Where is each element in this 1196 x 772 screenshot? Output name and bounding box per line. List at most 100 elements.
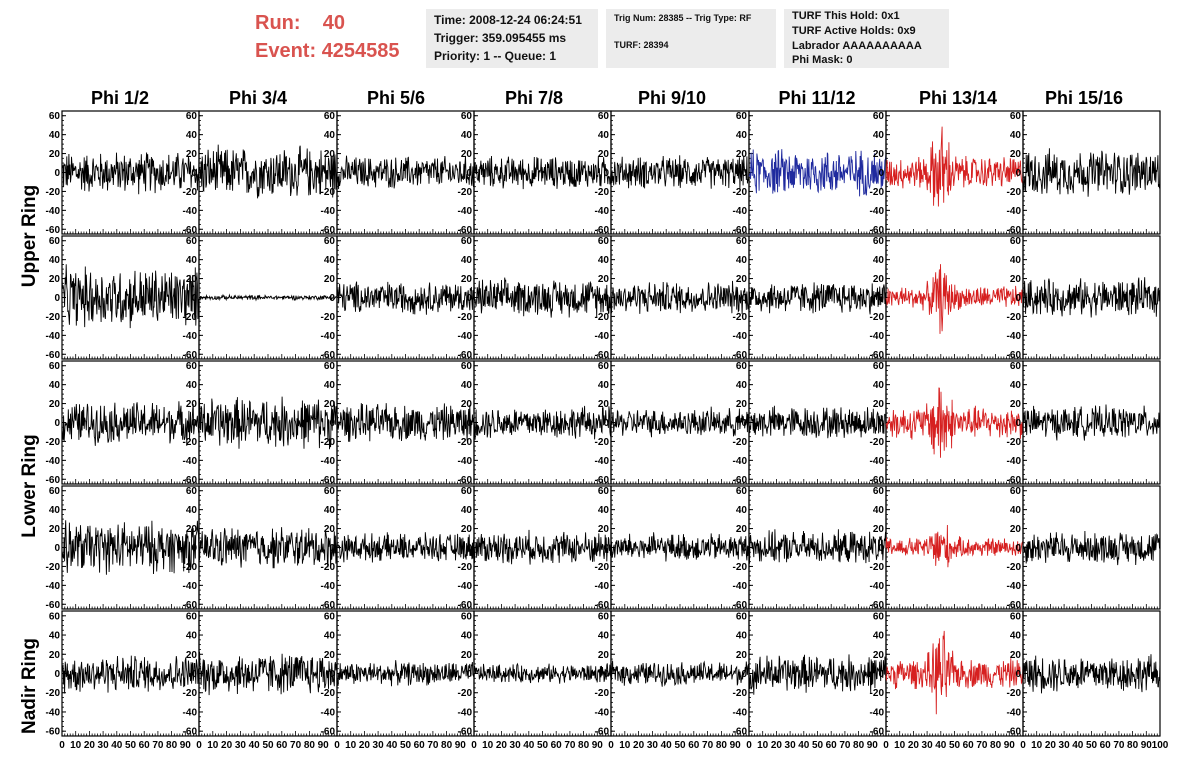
y-tick-label: 40: [598, 505, 610, 516]
waveform-trace: [198, 144, 338, 199]
y-tick-label: 0: [466, 293, 472, 304]
waveform-trace: [61, 520, 200, 575]
y-tick-label: 40: [598, 380, 610, 391]
y-tick-label: -60: [1007, 600, 1022, 611]
y-tick-label: -20: [595, 312, 610, 323]
y-tick-label: -60: [733, 727, 748, 738]
y-tick-label: 60: [736, 361, 748, 372]
y-tick-label: 60: [598, 236, 610, 247]
y-tick-label: 0: [54, 293, 60, 304]
y-tick-label: 20: [49, 274, 61, 285]
y-tick-label: 0: [329, 293, 335, 304]
y-tick-label: -20: [595, 437, 610, 448]
y-tick-label: 0: [878, 168, 884, 179]
phi-header-13-14: Phi 13/14: [918, 88, 998, 108]
waveform-panel-r5-c1: 60 40 20 0 -20 -40 -60: [46, 610, 200, 738]
x-tick-label: 40: [1072, 740, 1084, 751]
waveform-panel-r5-c7: 60 40 20 0 -20 -40 -60: [870, 610, 1024, 738]
y-tick-label: 60: [598, 361, 610, 372]
labrador-text: Labrador AAAAAAAAAA: [792, 40, 922, 52]
y-tick-label: 40: [461, 255, 473, 266]
y-tick-label: 60: [324, 111, 336, 122]
y-tick-label: -40: [870, 206, 885, 217]
waveform-trace: [1022, 277, 1161, 318]
x-tick-label: 70: [427, 740, 439, 751]
waveform-trace: [473, 405, 612, 440]
y-tick-label: 60: [461, 361, 473, 372]
y-tick-label: 20: [736, 149, 748, 160]
y-tick-label: -60: [595, 225, 610, 236]
x-tick-label: 90: [455, 740, 467, 751]
y-tick-label: 20: [186, 399, 198, 410]
y-tick-label: -40: [458, 331, 473, 342]
y-tick-label: -40: [870, 707, 885, 718]
x-tick-label: 40: [798, 740, 810, 751]
y-tick-label: -60: [733, 600, 748, 611]
y-tick-label: -20: [46, 187, 61, 198]
y-tick-label: 20: [461, 274, 473, 285]
y-tick-label: 60: [461, 611, 473, 622]
y-tick-label: -60: [595, 350, 610, 361]
x-tick-label: 30: [785, 740, 797, 751]
y-tick-label: 60: [1010, 111, 1022, 122]
y-tick-label: -40: [183, 581, 198, 592]
turf-num-text: TURF: 28394: [614, 40, 669, 50]
y-tick-label: -20: [733, 688, 748, 699]
x-tick-label: 70: [152, 740, 164, 751]
panel-frame: [610, 610, 750, 737]
x-tick-label: 90: [1004, 740, 1016, 751]
waveform-trace: [61, 264, 200, 329]
turf-this-hold-text: TURF This Hold: 0x1: [792, 10, 900, 22]
y-tick-label: 0: [741, 293, 747, 304]
y-tick-label: 40: [461, 505, 473, 516]
y-tick-label: -20: [733, 312, 748, 323]
x-tick-label: 0: [334, 740, 340, 751]
y-tick-label: -40: [595, 456, 610, 467]
x-tick-label: 40: [111, 740, 123, 751]
x-tick-label: 80: [853, 740, 865, 751]
y-tick-label: 0: [878, 418, 884, 429]
x-tick-label: 60: [826, 740, 838, 751]
y-tick-label: -40: [595, 581, 610, 592]
y-tick-label: -40: [183, 456, 198, 467]
waveform-trace: [1022, 654, 1161, 694]
y-tick-label: 0: [466, 168, 472, 179]
waveform-panel-r3-c5: 60 40 20 0 -20 -40 -60: [595, 360, 750, 486]
y-tick-label: -60: [183, 727, 198, 738]
waveform-panel-r2-c2: 60 40 20 0 -20 -40 -60: [183, 235, 338, 361]
y-tick-label: -40: [595, 707, 610, 718]
x-tick-label: 40: [523, 740, 535, 751]
y-tick-label: 20: [324, 650, 336, 661]
y-tick-label: -20: [458, 437, 473, 448]
y-tick-label: -60: [733, 225, 748, 236]
y-tick-label: 40: [186, 505, 198, 516]
x-tick-label: 20: [496, 740, 508, 751]
waveform-panel-r3-c1: 60 40 20 0 -20 -40 -60: [46, 360, 200, 486]
y-tick-label: -20: [458, 312, 473, 323]
y-tick-label: 60: [186, 361, 198, 372]
event-label: Event: 4254585: [255, 40, 400, 62]
x-tick-label: 10: [482, 740, 494, 751]
y-tick-label: 60: [736, 486, 748, 497]
y-tick-label: 0: [741, 543, 747, 554]
y-tick-label: 20: [736, 650, 748, 661]
waveform-trace: [748, 282, 887, 315]
y-tick-label: -40: [870, 581, 885, 592]
y-tick-label: -60: [183, 225, 198, 236]
y-tick-label: 20: [461, 149, 473, 160]
waveform-trace: [885, 387, 1024, 458]
waveform-trace: [336, 660, 475, 687]
y-tick-label: -60: [1007, 475, 1022, 486]
y-tick-label: -40: [1007, 206, 1022, 217]
waveform-panel-r3-c2: 60 40 20 0 -20 -40 -60: [183, 360, 338, 486]
waveform-trace: [610, 532, 750, 562]
y-tick-label: -60: [46, 225, 61, 236]
y-tick-label: 0: [54, 168, 60, 179]
y-tick-label: -20: [733, 437, 748, 448]
y-tick-label: -40: [321, 581, 336, 592]
y-tick-label: 0: [603, 669, 609, 680]
waveform-panel-r1-c1: 60 40 20 0 -20 -40 -60: [46, 110, 200, 236]
y-tick-label: 60: [49, 611, 61, 622]
y-tick-label: -40: [595, 206, 610, 217]
y-tick-label: -60: [1007, 350, 1022, 361]
